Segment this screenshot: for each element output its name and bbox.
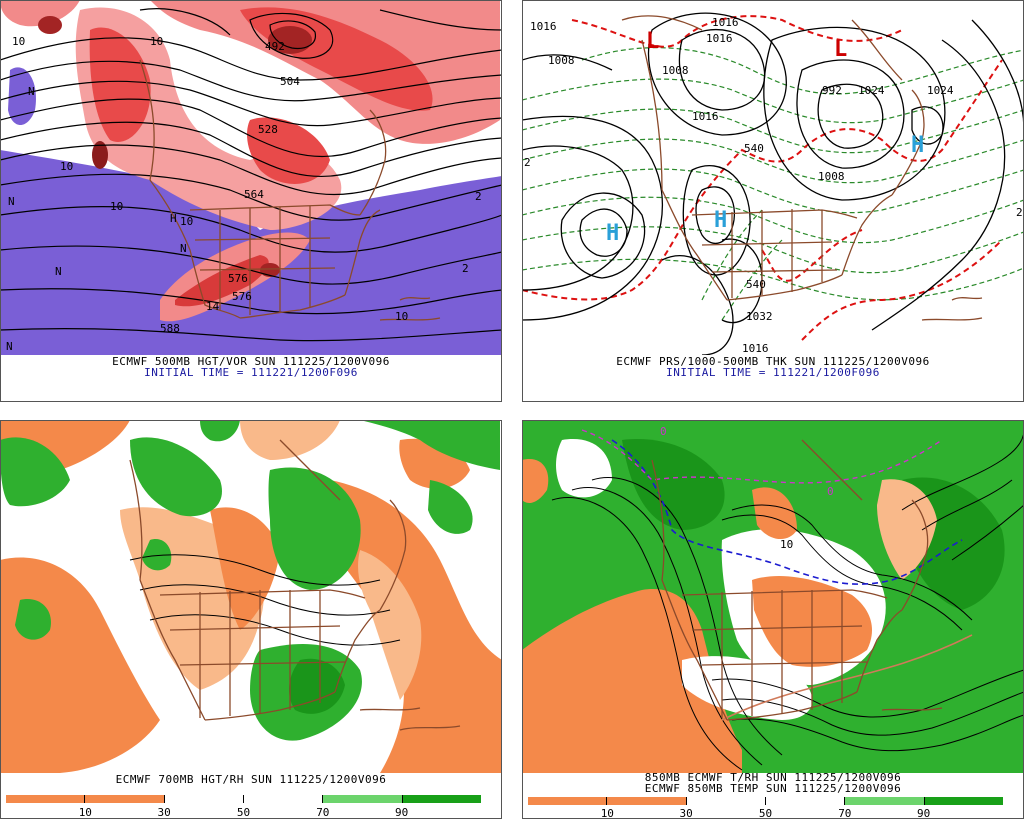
isobar-label: 1016 [712, 16, 739, 29]
isotherm-label: 0 [827, 485, 834, 498]
country-borders [129, 439, 461, 731]
contour-label: N [180, 242, 187, 255]
isobar-labels: 1016 1008 1008 1016 1016 992 1024 1024 1… [524, 16, 1023, 355]
contour-label: 576 [228, 272, 248, 285]
contour-label: 2 [475, 190, 482, 203]
contour-label: N [28, 85, 35, 98]
moist-region [0, 437, 70, 507]
height-contours [0, 8, 502, 342]
panel-frame [0, 0, 502, 402]
contour-label: 10 [395, 310, 408, 323]
isobar-label: 1032 [746, 310, 773, 323]
isobar-label: 992 [822, 84, 842, 97]
panel-title: ECMWF 500MB HGT/VOR SUN 111225/1200V096 [112, 355, 390, 368]
isotherm-label: 10 [780, 538, 793, 551]
contour-labels: 10 10 492 504 528 564 10 2 576 588 14 57… [6, 35, 482, 353]
colorbar-label: 70 [838, 807, 852, 819]
vorticity-map: 10 10 492 504 528 564 10 2 576 588 14 57… [0, 0, 502, 355]
panel-700mb-rh: ECMWF 700MB HGT/RH SUN 111225/1200V096 1… [0, 420, 502, 819]
contour-label: 504 [280, 75, 300, 88]
low-pressure-center: L [646, 29, 659, 54]
colorbar-label: 90 [395, 806, 409, 819]
colorbar-label: 30 [157, 806, 171, 819]
thickness-540-line [522, 15, 1003, 341]
contour-label: 492 [265, 40, 285, 53]
contour-label: H [170, 212, 177, 225]
rh700-map [0, 420, 502, 773]
isobars [522, 12, 1024, 355]
mslp-thickness-map: 1016 1008 1008 1016 1016 992 1024 1024 1… [522, 0, 1024, 355]
contour-label: N [6, 340, 13, 353]
low-pressure-center: L [834, 37, 847, 62]
colorbar-label: 30 [679, 807, 693, 819]
high-pressure-center: H [911, 133, 924, 158]
high-pressure-center: H [606, 221, 619, 246]
high-pressure-center: H [714, 208, 727, 233]
freezing-line [581, 429, 943, 484]
isobar-label: 1024 [858, 84, 885, 97]
contour-label: N [8, 195, 15, 208]
colorbar-label: 10 [600, 807, 614, 819]
contour-label: 10 [110, 200, 123, 213]
country-borders [139, 59, 441, 321]
contour-label: 576 [232, 290, 252, 303]
rh-colorbar-labels: 10 30 50 70 90 [528, 807, 1003, 819]
isobar-label: 1008 [548, 54, 575, 67]
panel-subtitle: ECMWF 850MB TEMP SUN 111225/1200V096 [644, 782, 902, 795]
panel-frame [522, 420, 1024, 819]
isobar-label: 1016 [706, 32, 733, 45]
isotherm-label: 0 [660, 425, 667, 438]
contour-label: 10 [150, 35, 163, 48]
panel-title: ECMWF 700MB HGT/RH SUN 111225/1200V096 [115, 773, 387, 786]
panel-500mb-vorticity: 10 10 492 504 528 564 10 2 576 588 14 57… [0, 0, 502, 402]
colorbar-label: 10 [78, 806, 92, 819]
isobar-label: 1016 [530, 20, 557, 33]
contour-label: 528 [258, 123, 278, 136]
panel-frame [0, 420, 502, 819]
contour-label: 10 [60, 160, 73, 173]
country-borders [621, 15, 983, 321]
colorbar-label: 50 [758, 807, 773, 819]
colorbar-label: 70 [316, 806, 330, 819]
contour-label: 10 [12, 35, 25, 48]
panel-frame [522, 0, 1024, 402]
temperature-labels: 0 10 0 [660, 425, 834, 551]
panel-850mb-temp-rh: 0 10 0 850MB ECMWF T/RH SUN 111225/1200V… [522, 420, 1024, 819]
isobar-label: 1016 [742, 342, 769, 355]
rh-colorbar [6, 795, 481, 803]
contour-label: N [55, 265, 62, 278]
contour-label: 10 [180, 215, 193, 228]
negative-vorticity-region [8, 67, 36, 125]
isobar-label: 540 [744, 142, 764, 155]
colorbar-label: 90 [917, 807, 931, 819]
panel-title: 850MB ECMWF T/RH SUN 111225/1200V096 [644, 771, 902, 784]
isobar-label: 540 [746, 278, 766, 291]
initial-time-label: INITIAL TIME = 111221/1200F096 [666, 366, 880, 379]
colorbar-label: 50 [236, 806, 251, 819]
height-contours [129, 554, 401, 646]
pressure-centers: L L H H H [606, 29, 924, 246]
contour-label: 2 [462, 262, 469, 275]
isobar-label: 1008 [818, 170, 845, 183]
panel-mslp-thickness: 1016 1008 1008 1016 1016 992 1024 1024 1… [522, 0, 1024, 402]
positive-vorticity-region [0, 0, 80, 27]
panel-title: ECMWF PRS/1000-500MB THK SUN 111225/1200… [616, 355, 930, 368]
isobar-label: 1016 [692, 110, 719, 123]
isobar-label: 2 [1016, 206, 1023, 219]
moist-region [130, 437, 222, 517]
country-borders [651, 439, 943, 721]
contour-label: 564 [244, 188, 264, 201]
isobar-label: 2 [524, 156, 531, 169]
contour-label: 14 [206, 300, 220, 313]
t850-map: 0 10 0 [522, 420, 1024, 773]
isobar-label: 1024 [927, 84, 954, 97]
dry-region [522, 589, 742, 773]
rh-colorbar-labels: 10 30 50 70 90 [6, 806, 481, 819]
initial-time-label: INITIAL TIME = 111221/1200F096 [144, 366, 358, 379]
isobar-label: 1008 [662, 64, 689, 77]
contour-label: 588 [160, 322, 180, 335]
rh-colorbar [528, 797, 1003, 805]
